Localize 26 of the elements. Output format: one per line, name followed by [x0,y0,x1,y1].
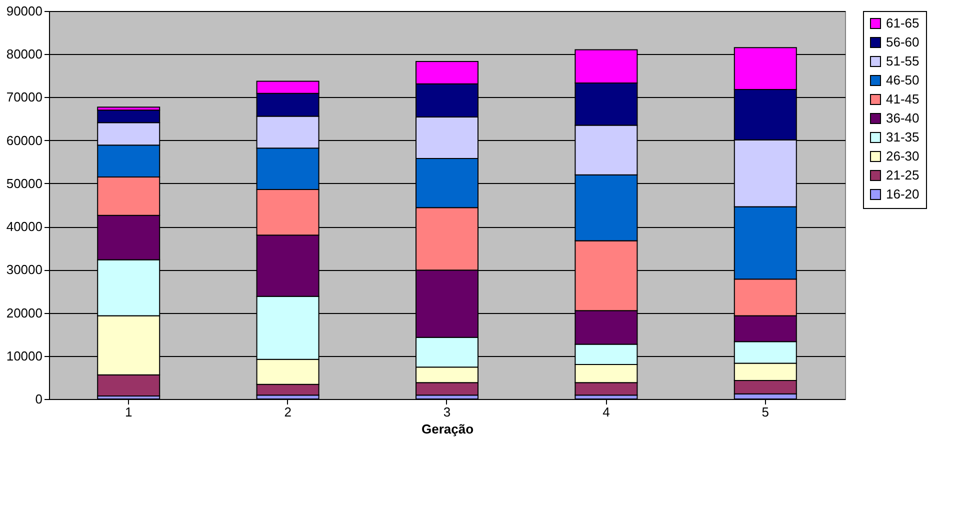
y-tick-label: 0 [35,392,42,406]
legend-label: 21-25 [886,168,920,182]
x-tick-label: 5 [762,404,770,420]
x-tick-label: 3 [443,404,451,420]
x-tick-label: 2 [284,404,292,420]
x-axis-title: Geração [421,422,474,436]
legend-label: 61-65 [886,16,920,30]
x-tick-label: 1 [124,404,132,420]
y-tick-label: 50000 [6,176,42,191]
y-tick-label: 70000 [6,90,42,105]
y-tick-label: 40000 [6,219,42,234]
y-tick-label: 10000 [6,348,42,364]
legend-label: 16-20 [886,186,920,202]
legend-label: 41-45 [886,92,920,106]
legend-label: 51-55 [886,54,920,68]
y-tick-label: 80000 [6,46,42,62]
y-tick-label: 90000 [6,4,42,18]
legend-label: 46-50 [886,72,920,88]
x-tick-label: 4 [602,404,610,420]
legend-label: 26-30 [886,148,920,164]
y-tick-label: 60000 [6,132,42,148]
legend-label: 31-35 [886,130,920,144]
y-tick-label: 20000 [6,305,42,320]
legend-label: 36-40 [886,110,920,126]
legend-label: 56-60 [886,34,920,50]
y-tick-label: 30000 [6,262,42,278]
